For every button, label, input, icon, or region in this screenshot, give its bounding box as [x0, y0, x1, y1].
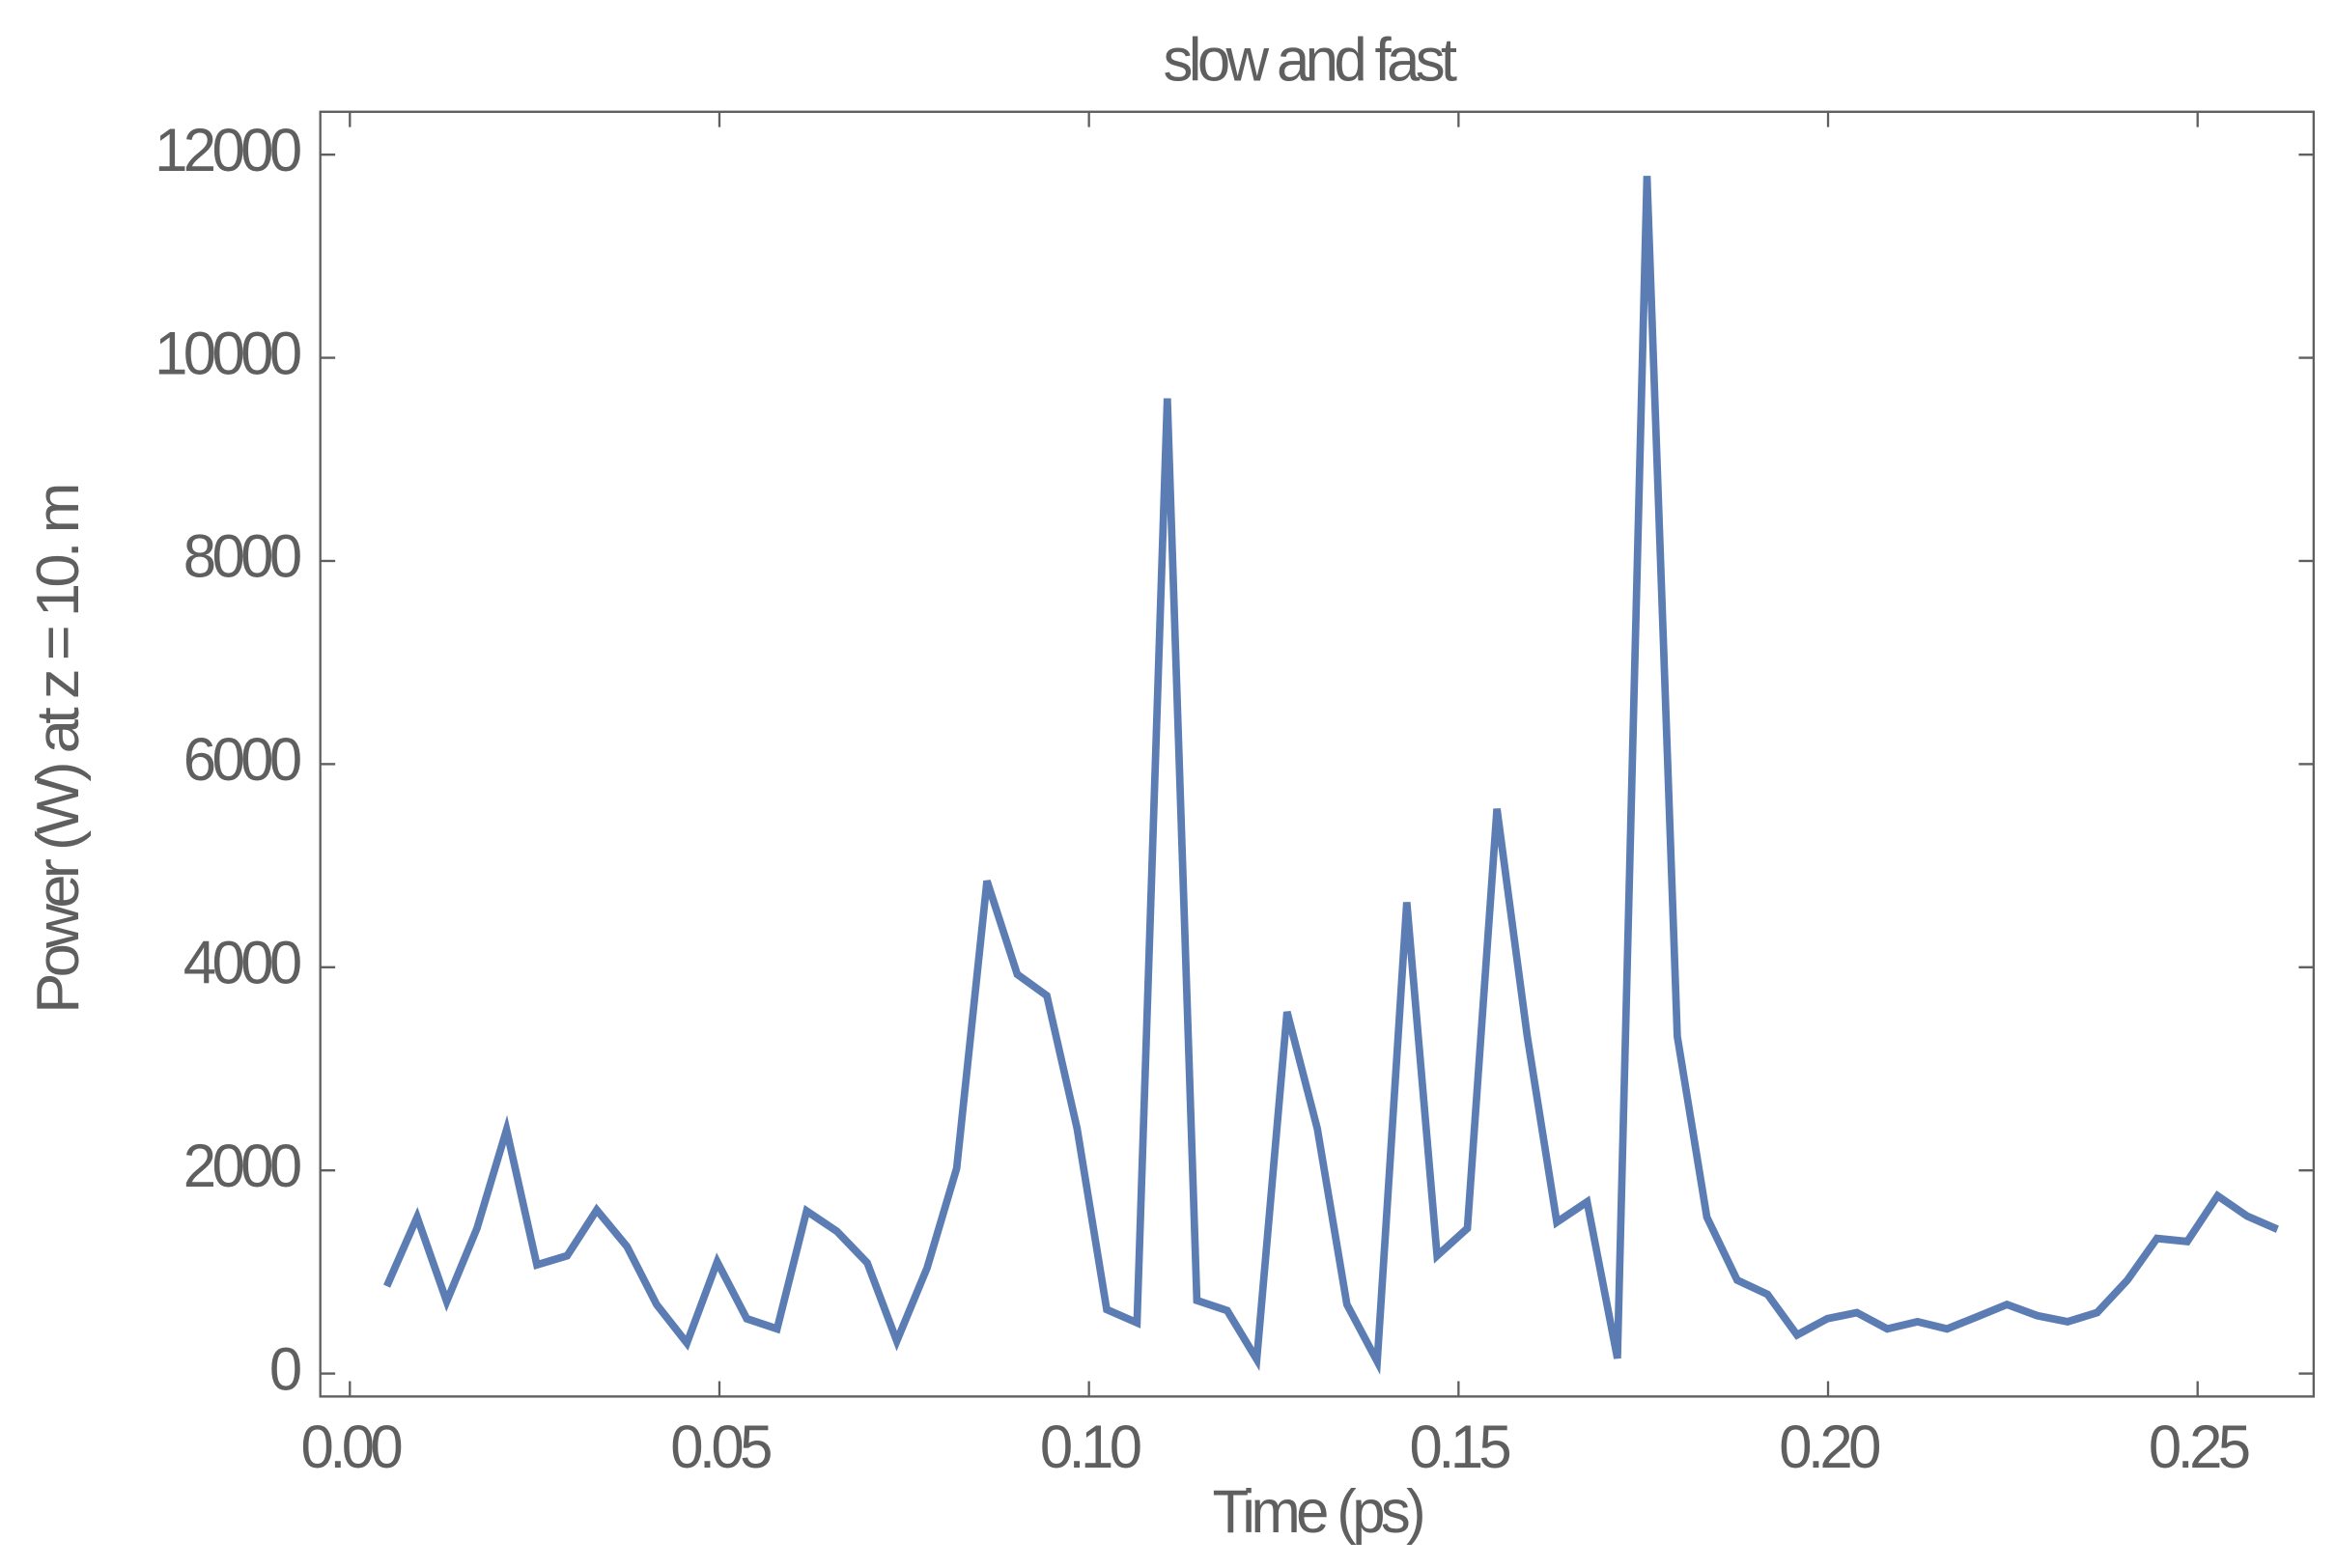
x-tick-label: 0.15 — [1410, 1413, 1510, 1481]
y-tick-label: 0 — [269, 1335, 301, 1404]
y-tick-label: 12000 — [155, 116, 300, 184]
y-tick-label: 6000 — [183, 725, 301, 794]
y-tick-label: 4000 — [183, 929, 301, 997]
x-axis-label: Time (ps) — [1213, 1477, 1422, 1546]
y-axis-label: Power (W) at z = 10. m — [25, 487, 92, 1014]
x-tick-label: 0.00 — [301, 1413, 402, 1481]
y-tick-label: 10000 — [155, 320, 300, 388]
line-series — [383, 176, 2279, 1375]
y-tick-label: 8000 — [183, 522, 301, 591]
y-tick-label: 2000 — [183, 1132, 301, 1200]
x-tick-label: 0.25 — [2149, 1413, 2249, 1481]
x-tick-label: 0.20 — [1779, 1413, 1879, 1481]
x-tick-label: 0.05 — [670, 1413, 771, 1481]
plot-frame — [319, 110, 2316, 1398]
chart-title: slow and fast — [1164, 26, 1457, 95]
x-tick-label: 0.10 — [1040, 1413, 1140, 1481]
